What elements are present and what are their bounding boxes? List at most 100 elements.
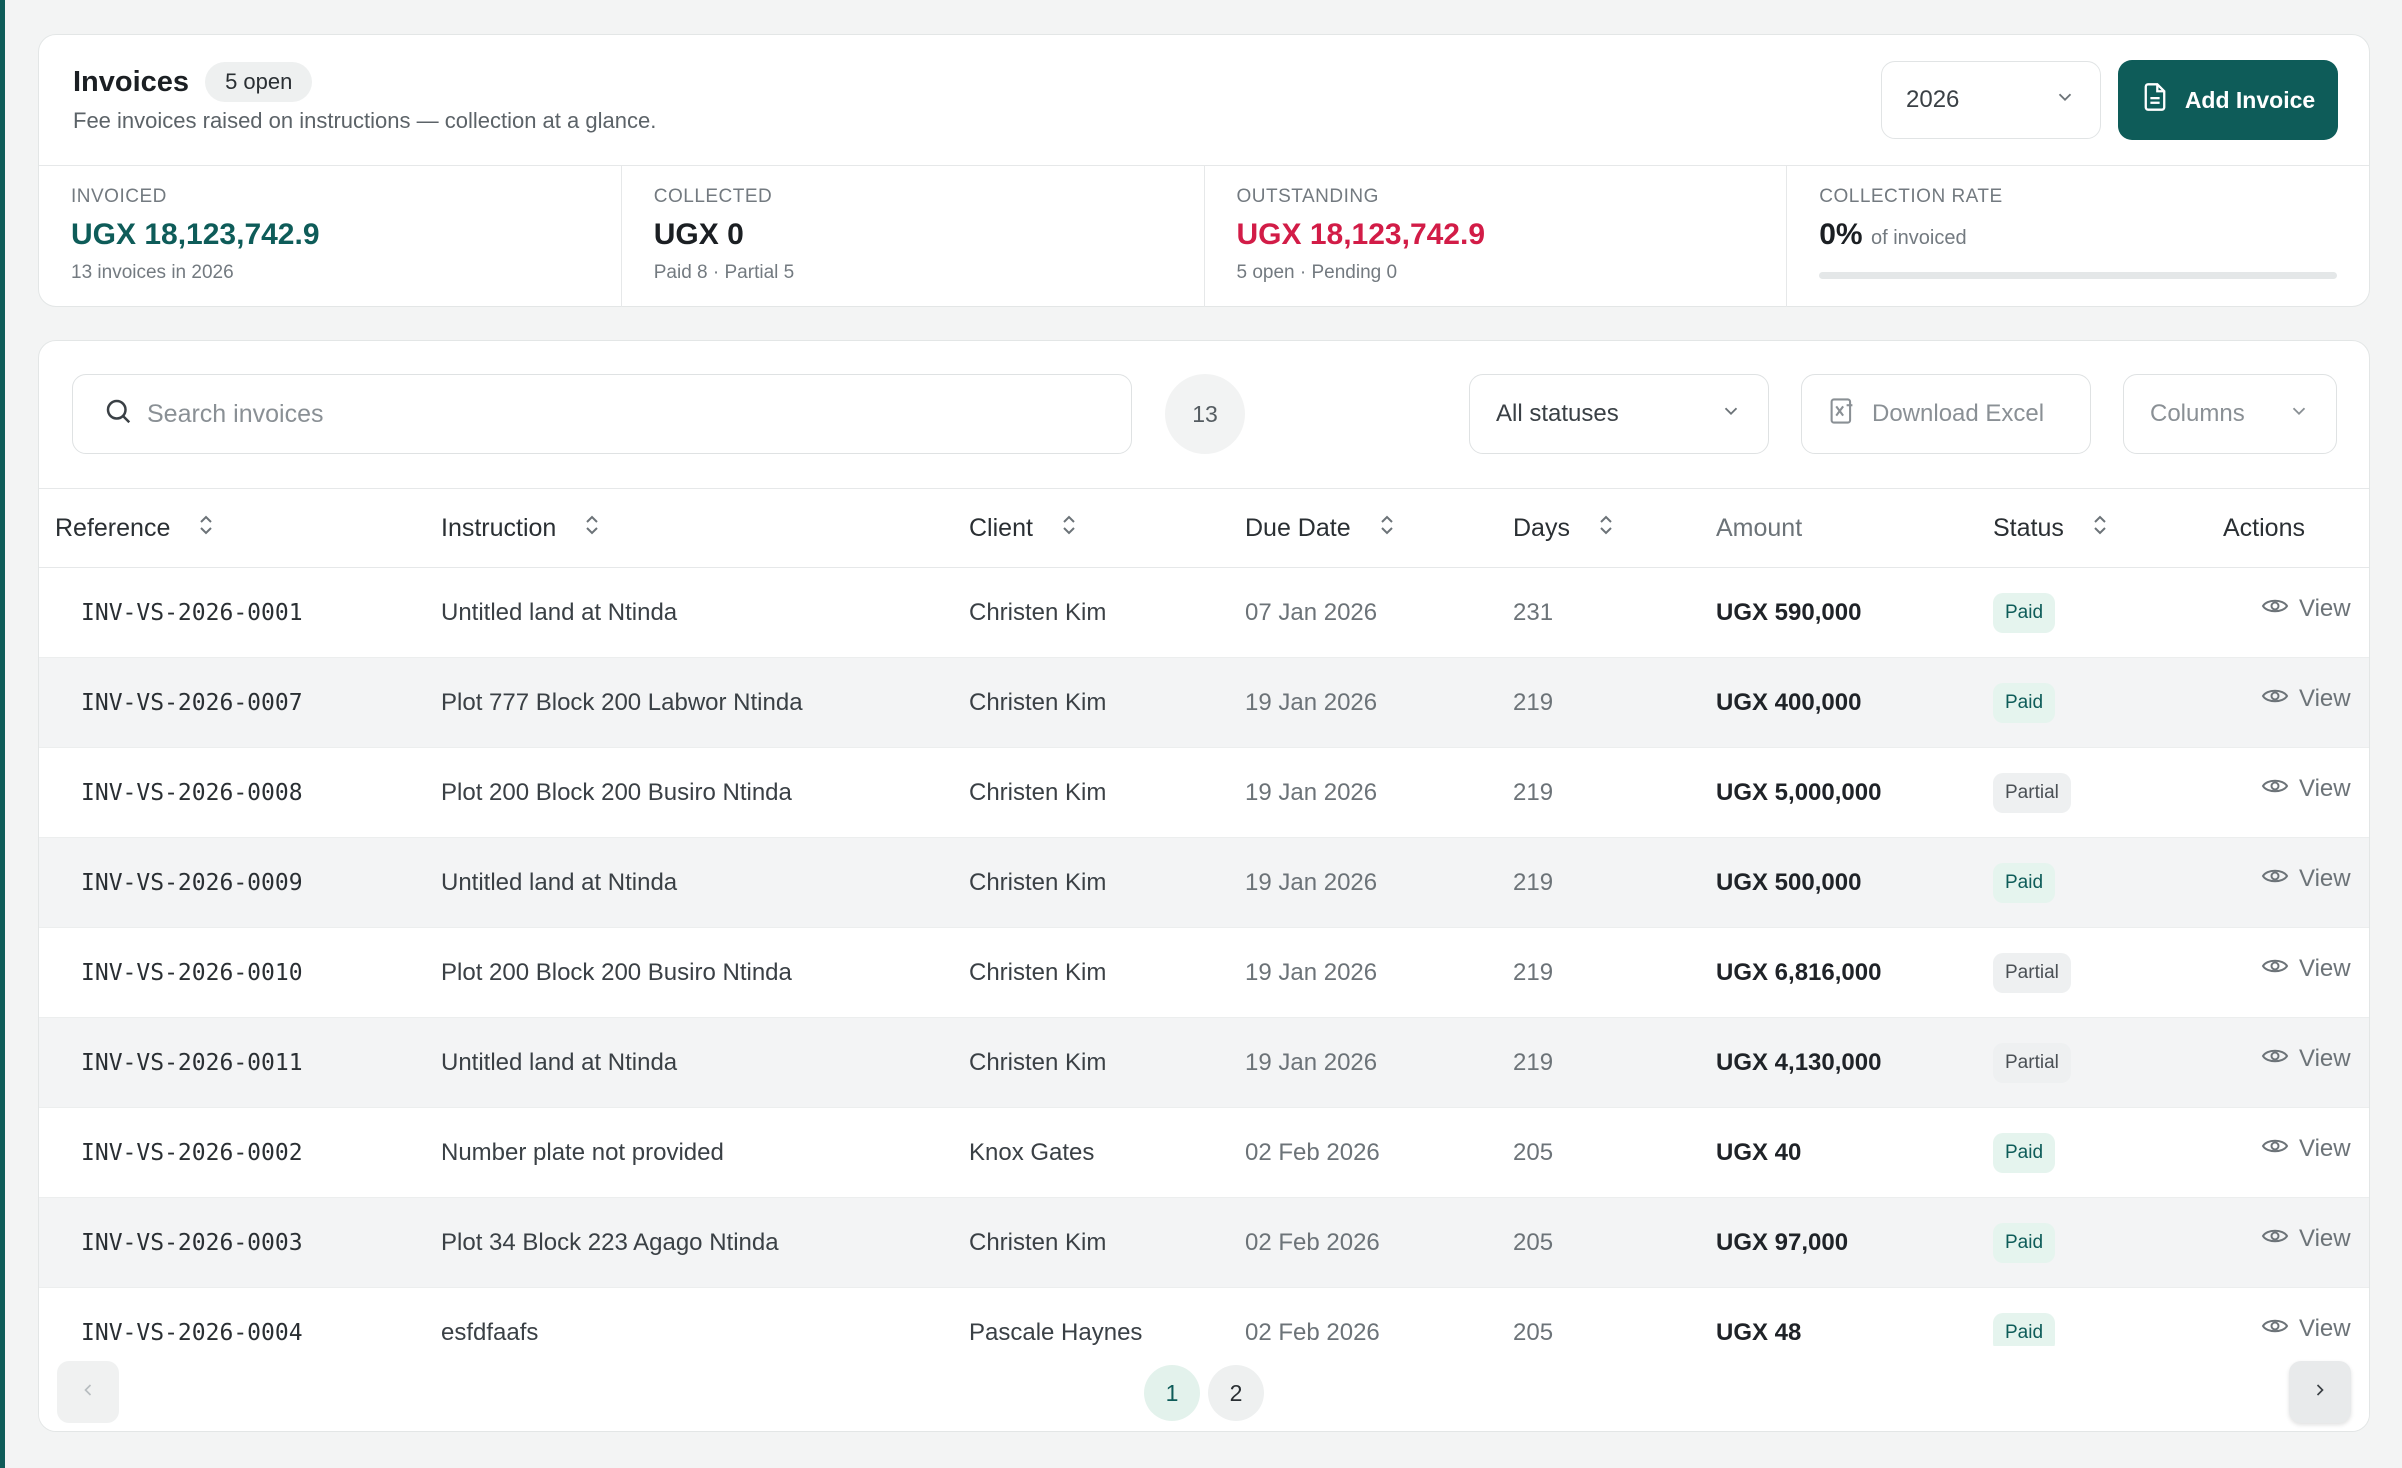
year-select[interactable]: 2026	[1881, 61, 2101, 139]
result-count: 13	[1165, 374, 1245, 454]
table-row[interactable]: INV-VS-2026-0011 Untitled land at Ntinda C…	[39, 1018, 2369, 1108]
download-excel-button[interactable]: Download Excel	[1801, 374, 2091, 454]
cell-amount: UGX 6,816,000	[1716, 959, 1882, 986]
cell-days: 219	[1513, 869, 1554, 896]
status-filter-select[interactable]: All statuses	[1469, 374, 1769, 454]
columns-label: Columns	[2150, 400, 2245, 427]
table-row[interactable]: INV-VS-2026-0003 Plot 34 Block 223 Agago …	[39, 1198, 2369, 1288]
view-invoice-button[interactable]: View	[2261, 775, 2351, 803]
column-client-label: Client	[969, 513, 1033, 542]
view-invoice-button[interactable]: View	[2261, 1045, 2351, 1073]
next-page-button[interactable]	[2289, 1361, 2351, 1423]
page-2-button[interactable]: 2	[1208, 1365, 1264, 1421]
year-select-value: 2026	[1906, 86, 1960, 113]
search-placeholder: Search invoices	[147, 399, 324, 428]
cell-due-date: 02 Feb 2026	[1245, 1229, 1380, 1256]
table-row[interactable]: INV-VS-2026-0001 Untitled land at Ntinda C…	[39, 568, 2369, 658]
cell-client: Christen Kim	[969, 1229, 1107, 1256]
cell-amount: UGX 5,000,000	[1716, 779, 1882, 806]
table-row[interactable]: INV-VS-2026-0010 Plot 200 Block 200 Busir…	[39, 928, 2369, 1018]
stat-collection-rate: COLLECTION RATE 0% of invoiced	[1787, 166, 2369, 307]
cell-actions: View	[2261, 1288, 2351, 1346]
column-due-date-label: Due Date	[1245, 513, 1351, 542]
add-invoice-button[interactable]: Add Invoice	[2118, 60, 2338, 140]
chevron-right-icon	[2310, 1380, 2330, 1405]
title-row: Invoices 5 open	[73, 62, 313, 102]
view-label: View	[2299, 775, 2351, 802]
stat-outstanding-value: UGX 18,123,742.9	[1236, 218, 1486, 251]
column-header-client[interactable]: Client	[969, 489, 1077, 567]
column-header-reference[interactable]: Reference	[55, 489, 214, 567]
view-label: View	[2299, 595, 2351, 622]
eye-icon	[2261, 1225, 2289, 1253]
chevron-left-icon	[78, 1380, 98, 1405]
table-row[interactable]: INV-VS-2026-0002 Number plate not provide…	[39, 1108, 2369, 1198]
view-invoice-button[interactable]: View	[2261, 595, 2351, 623]
view-invoice-button[interactable]: View	[2261, 1225, 2351, 1253]
columns-button[interactable]: Columns	[2123, 374, 2337, 454]
cell-actions: View	[2261, 838, 2351, 928]
view-invoice-button[interactable]: View	[2261, 865, 2351, 893]
column-header-status[interactable]: Status	[1993, 489, 2108, 567]
sort-icon	[2092, 513, 2108, 544]
table-row[interactable]: INV-VS-2026-0009 Untitled land at Ntinda C…	[39, 838, 2369, 928]
sort-icon	[584, 513, 600, 544]
cell-status: Partial	[1993, 1018, 2071, 1108]
chevron-down-icon	[2288, 400, 2310, 429]
view-invoice-button[interactable]: View	[2261, 955, 2351, 983]
search-input[interactable]: Search invoices	[72, 374, 1132, 454]
cell-instruction: Untitled land at Ntinda	[441, 1049, 678, 1076]
status-filter-value: All statuses	[1496, 400, 1619, 427]
eye-icon	[2261, 1135, 2289, 1163]
eye-icon	[2261, 775, 2289, 803]
stat-collected: COLLECTED UGX 0 Paid 8 · Partial 5	[622, 166, 1205, 307]
view-invoice-button[interactable]: View	[2261, 1135, 2351, 1163]
cell-actions: View	[2261, 658, 2351, 748]
cell-reference: INV-VS-2026-0002	[81, 1140, 303, 1166]
eye-icon	[2261, 685, 2289, 713]
cell-instruction: Plot 34 Block 223 Agago Ntinda	[441, 1229, 779, 1256]
cell-due-date: 19 Jan 2026	[1245, 959, 1378, 986]
cell-due-date: 02 Feb 2026	[1245, 1319, 1380, 1346]
sort-icon	[198, 513, 214, 544]
page-1-button[interactable]: 1	[1144, 1365, 1200, 1421]
cell-actions: View	[2261, 568, 2351, 658]
cell-amount: UGX 500,000	[1716, 869, 1862, 896]
stat-rate-value-row: 0% of invoiced	[1819, 218, 2337, 252]
column-header-days[interactable]: Days	[1513, 489, 1614, 567]
table-row[interactable]: INV-VS-2026-0008 Plot 200 Block 200 Busir…	[39, 748, 2369, 838]
cell-amount: UGX 4,130,000	[1716, 1049, 1882, 1076]
pagination: 1 2	[39, 1346, 2369, 1431]
chevron-down-icon	[2054, 86, 2076, 115]
stat-rate-value: 0%	[1819, 218, 1863, 251]
search-icon	[103, 396, 133, 433]
stat-collected-label: COLLECTED	[653, 186, 773, 207]
previous-page-button[interactable]	[57, 1361, 119, 1423]
view-invoice-button[interactable]: View	[2261, 1315, 2351, 1343]
cell-actions: View	[2261, 928, 2351, 1018]
cell-status: Paid	[1993, 838, 2056, 928]
table-body: INV-VS-2026-0001 Untitled land at Ntinda C…	[39, 568, 2369, 1346]
open-count-badge: 5 open	[205, 62, 313, 102]
status-badge: Partial	[1993, 953, 2071, 993]
table-row[interactable]: INV-VS-2026-0004 esfdfaafs Pascale Haynes 0…	[39, 1288, 2369, 1346]
cell-due-date: 19 Jan 2026	[1245, 1049, 1378, 1076]
status-badge: Paid	[1993, 1313, 2056, 1346]
cell-days: 219	[1513, 689, 1554, 716]
cell-reference: INV-VS-2026-0010	[81, 960, 303, 986]
column-actions-label: Actions	[2223, 513, 2305, 542]
cell-client: Christen Kim	[969, 959, 1107, 986]
column-header-instruction[interactable]: Instruction	[441, 489, 600, 567]
cell-reference: INV-VS-2026-0007	[81, 690, 303, 716]
stat-invoiced-value: UGX 18,123,742.9	[71, 218, 320, 251]
cell-status: Partial	[1993, 748, 2071, 838]
status-badge: Paid	[1993, 683, 2056, 723]
view-label: View	[2299, 1225, 2351, 1252]
sort-icon	[1379, 513, 1395, 544]
cell-instruction: Plot 200 Block 200 Busiro Ntinda	[441, 779, 792, 806]
table-row[interactable]: INV-VS-2026-0007 Plot 777 Block 200 Labwo…	[39, 658, 2369, 748]
status-badge: Paid	[1993, 593, 2056, 633]
column-header-due-date[interactable]: Due Date	[1245, 489, 1395, 567]
cell-instruction: Untitled land at Ntinda	[441, 599, 678, 626]
view-invoice-button[interactable]: View	[2261, 685, 2351, 713]
